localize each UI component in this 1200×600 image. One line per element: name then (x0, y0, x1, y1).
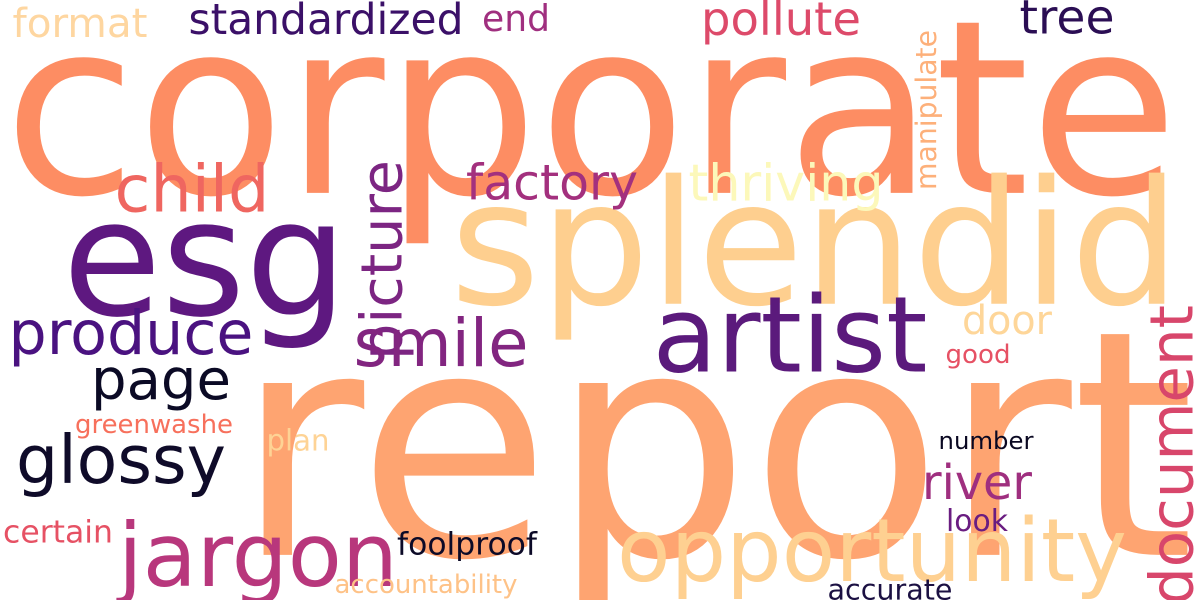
word-child: child (114, 151, 270, 228)
word-report: report (235, 263, 1195, 600)
word-factory: factory (466, 154, 638, 212)
word-accurate: accurate (827, 572, 953, 600)
word-look: look (946, 504, 1008, 540)
word-end: end (482, 0, 550, 40)
word-pollute: pollute (701, 0, 861, 46)
word-manipulate: manipulate (909, 30, 943, 190)
word-smile: smile (353, 306, 529, 383)
word-artist: artist (652, 273, 928, 397)
word-certain: certain (3, 514, 113, 551)
word-jargon: jargon (118, 503, 398, 600)
word-opportunity: opportunity (617, 500, 1127, 600)
word-plan: plan (266, 423, 330, 458)
word-accountability: accountability (334, 570, 518, 600)
word-page: page (91, 347, 231, 413)
word-document: document (1138, 305, 1200, 600)
word-foolproof: foolproof (397, 526, 537, 563)
word-format: format (12, 0, 148, 47)
word-thriving: thriving (688, 153, 884, 213)
word-splendid: splendid (450, 143, 1180, 345)
word-tree: tree (1019, 0, 1115, 46)
word-door: door (962, 298, 1052, 345)
word-river: river (922, 456, 1032, 512)
word-corporate: corporate (3, 0, 1179, 251)
word-number: number (938, 425, 1034, 455)
word-produce: produce (8, 298, 254, 369)
word-standardized: standardized (188, 0, 464, 44)
word-greenwashe: greenwashe (75, 410, 233, 441)
word-glossy: glossy (16, 420, 226, 499)
word-esg: esg (62, 165, 348, 353)
word-good: good (945, 339, 1011, 370)
